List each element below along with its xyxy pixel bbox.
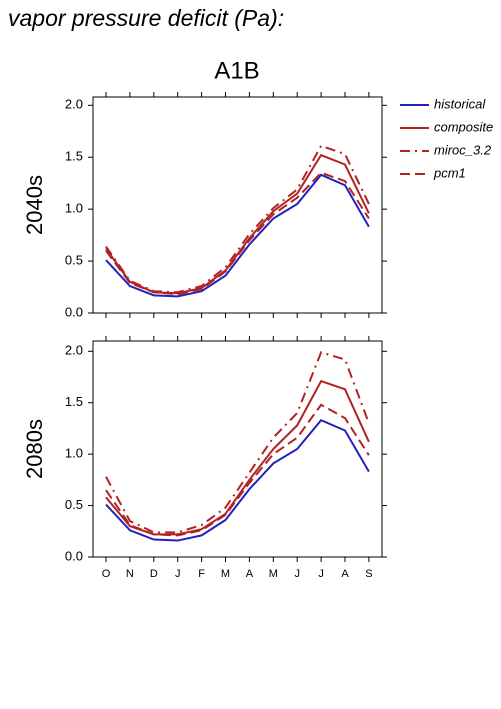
y-tick-label: 0.5: [65, 497, 83, 512]
legend-label: historical: [434, 96, 486, 111]
x-tick-label: A: [341, 568, 349, 580]
x-tick-label: J: [175, 568, 181, 580]
y-tick-label: 1.5: [65, 149, 83, 164]
series-line: [105, 144, 370, 294]
x-tick-label: S: [365, 568, 372, 580]
x-tick-label: F: [198, 568, 205, 580]
legend-label: pcm1: [433, 165, 466, 180]
y-tick-label: 0.5: [65, 253, 83, 268]
series-line: [105, 171, 370, 296]
x-tick-label: J: [318, 568, 324, 580]
series-line: [105, 403, 370, 537]
series-line: [105, 351, 370, 534]
legend-label: miroc_3.2: [434, 142, 492, 157]
y-tick-label: 0.0: [65, 548, 83, 563]
x-tick-label: O: [102, 568, 111, 580]
x-tick-label: A: [246, 568, 254, 580]
y-tick-label: 2.0: [65, 343, 83, 358]
x-tick-label: N: [126, 568, 134, 580]
x-tick-label: J: [294, 568, 300, 580]
page-title: vapor pressure deficit (Pa):: [8, 5, 284, 31]
x-tick-label: D: [150, 568, 158, 580]
x-tick-label: M: [269, 568, 278, 580]
y-tick-label: 1.5: [65, 394, 83, 409]
y-tick-label: 1.0: [65, 201, 83, 216]
series-line: [105, 379, 370, 536]
plot-frame: [92, 96, 383, 314]
y-axis-label: 2080s: [22, 419, 47, 479]
y-tick-label: 2.0: [65, 97, 83, 112]
y-tick-label: 0.0: [65, 304, 83, 319]
series-line: [105, 418, 370, 542]
x-tick-label: M: [221, 568, 230, 580]
y-axis-label: 2040s: [22, 175, 47, 235]
y-tick-label: 1.0: [65, 446, 83, 461]
plot-frame: [92, 340, 383, 558]
chart-subtitle: A1B: [214, 57, 259, 84]
series-line: [105, 173, 370, 298]
legend-label: composite: [434, 119, 493, 134]
